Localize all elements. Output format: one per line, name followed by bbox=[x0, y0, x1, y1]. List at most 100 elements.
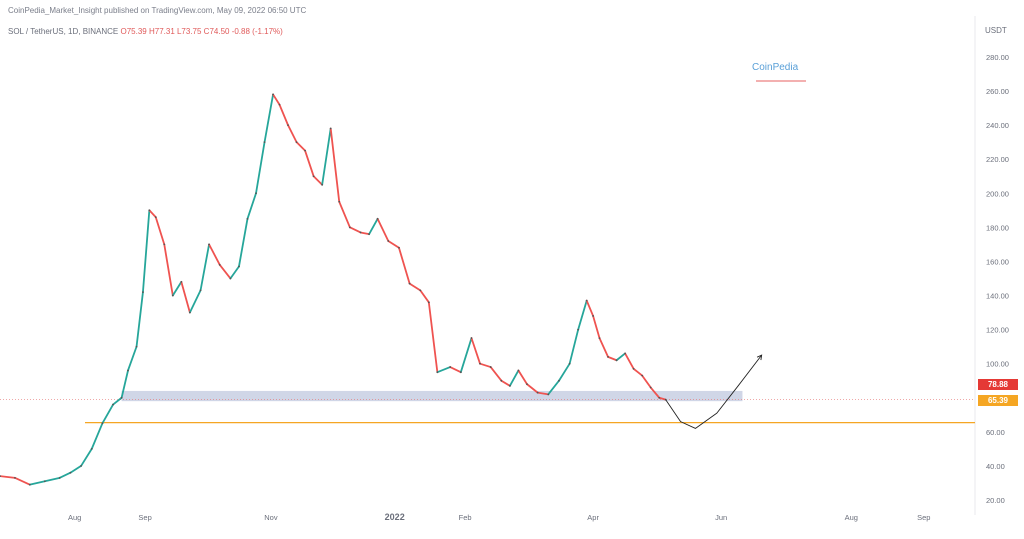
logo-text: CoinPedia bbox=[752, 62, 799, 73]
price-point bbox=[263, 141, 266, 144]
price-point bbox=[14, 476, 16, 479]
x-tick-label: Feb bbox=[459, 513, 472, 522]
price-point bbox=[607, 355, 609, 358]
price-segment bbox=[229, 265, 240, 280]
price-segment bbox=[615, 352, 627, 362]
y-tick-label: 180.00 bbox=[986, 223, 1009, 232]
support-price-tag: 65.39 bbox=[978, 395, 1018, 406]
price-point bbox=[90, 447, 93, 450]
price-segment bbox=[649, 386, 661, 399]
y-tick-label: 100.00 bbox=[986, 360, 1009, 369]
x-tick-label: Aug bbox=[68, 513, 81, 522]
price-point bbox=[615, 359, 618, 362]
price-point bbox=[536, 391, 539, 394]
price-segment bbox=[142, 209, 151, 293]
y-tick-label: 220.00 bbox=[986, 155, 1009, 164]
price-segment bbox=[526, 383, 539, 394]
x-tick-label: 2022 bbox=[385, 512, 405, 522]
price-point bbox=[459, 371, 462, 374]
price-axis-unit: USDT bbox=[985, 26, 1007, 35]
price-segment bbox=[218, 263, 232, 280]
price-point bbox=[470, 337, 473, 340]
current-price-tag: 78.88 bbox=[978, 379, 1018, 390]
price-segment bbox=[0, 475, 16, 479]
price-segment bbox=[255, 141, 266, 195]
price-point bbox=[368, 233, 370, 236]
price-segment bbox=[427, 301, 439, 374]
price-segment bbox=[632, 367, 644, 377]
price-segment bbox=[470, 337, 481, 365]
price-segment bbox=[568, 328, 580, 365]
price-segment bbox=[509, 369, 520, 387]
price-segment bbox=[321, 127, 332, 186]
price-point bbox=[329, 127, 332, 130]
price-segment bbox=[592, 315, 601, 340]
price-point bbox=[598, 337, 601, 340]
price-segment bbox=[577, 299, 588, 331]
symbol-name[interactable]: SOL / TetherUS, 1D, BINANCE bbox=[8, 27, 119, 36]
price-point bbox=[43, 480, 46, 483]
price-point bbox=[449, 366, 452, 368]
price-point bbox=[199, 289, 202, 292]
price-segment bbox=[641, 374, 652, 389]
price-segment bbox=[272, 93, 281, 106]
price-point bbox=[80, 465, 82, 467]
price-point bbox=[312, 175, 315, 178]
price-segment bbox=[359, 231, 370, 236]
price-point bbox=[304, 149, 306, 152]
price-segment bbox=[607, 355, 618, 362]
price-point bbox=[632, 367, 635, 370]
price-point bbox=[112, 403, 114, 406]
price-point bbox=[509, 384, 511, 387]
price-point bbox=[427, 301, 430, 304]
y-tick-label: 240.00 bbox=[986, 121, 1009, 130]
y-tick-label: 140.00 bbox=[986, 292, 1009, 301]
price-segment bbox=[278, 103, 289, 126]
price-segment bbox=[304, 149, 315, 178]
price-segment bbox=[329, 127, 341, 203]
x-tick-label: Apr bbox=[587, 513, 599, 522]
publisher-credit: CoinPedia_Market_Insight published on Tr… bbox=[8, 6, 307, 15]
price-point bbox=[436, 371, 439, 374]
price-point bbox=[649, 386, 652, 389]
price-point bbox=[278, 103, 281, 106]
price-point bbox=[479, 362, 481, 365]
price-point bbox=[180, 280, 183, 283]
x-tick-label: Sep bbox=[138, 513, 151, 522]
price-point bbox=[338, 200, 341, 203]
price-segment bbox=[28, 480, 46, 486]
coinpedia-logo: CoinPedia bbox=[752, 62, 810, 82]
price-segment bbox=[312, 175, 324, 186]
price-point bbox=[592, 315, 595, 317]
price-point bbox=[0, 475, 1, 478]
y-tick-label: 120.00 bbox=[986, 326, 1009, 335]
price-point bbox=[238, 265, 240, 268]
price-point bbox=[321, 183, 324, 186]
price-point bbox=[163, 243, 166, 246]
price-point bbox=[148, 209, 151, 212]
price-segment bbox=[112, 396, 123, 406]
price-segment bbox=[500, 379, 511, 387]
price-segment bbox=[287, 124, 298, 144]
price-segment bbox=[517, 369, 528, 386]
y-tick-label: 40.00 bbox=[986, 462, 1005, 471]
price-point bbox=[135, 345, 138, 348]
logo-underline bbox=[756, 80, 806, 82]
price-segment bbox=[585, 299, 595, 317]
price-segment bbox=[338, 200, 351, 229]
price-point bbox=[568, 362, 571, 365]
price-segment bbox=[376, 217, 390, 242]
price-segment bbox=[199, 243, 210, 292]
price-point bbox=[229, 277, 232, 280]
price-point bbox=[255, 192, 257, 195]
price-segment bbox=[436, 366, 452, 374]
price-segment bbox=[449, 366, 462, 374]
price-point bbox=[154, 216, 157, 219]
price-segment bbox=[489, 366, 503, 382]
price-segment bbox=[246, 192, 257, 220]
price-segment bbox=[624, 352, 635, 370]
price-segment bbox=[154, 216, 166, 246]
price-segment bbox=[479, 362, 492, 368]
